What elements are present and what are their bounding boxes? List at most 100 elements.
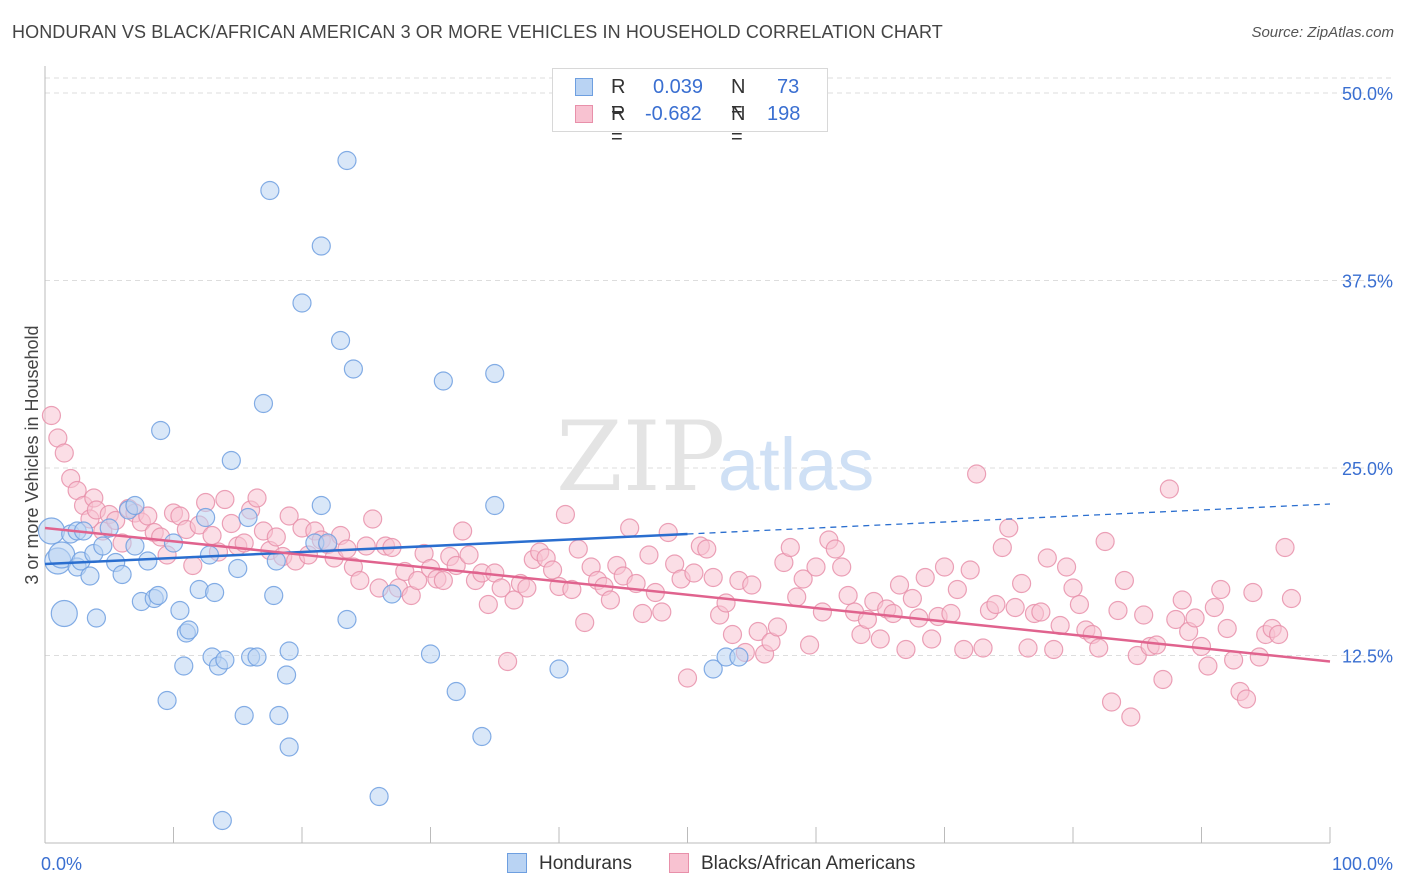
pink-point [1056, 557, 1077, 577]
pink-point [1172, 590, 1192, 610]
pink-point [138, 506, 158, 526]
blue-point [420, 644, 441, 664]
pink-point [716, 593, 736, 613]
legend-swatch-blacks [669, 853, 689, 873]
pink-point [652, 602, 672, 622]
pink-point [1037, 548, 1057, 568]
pink-point [960, 560, 980, 580]
y-tick-label: 25.0% [1342, 459, 1393, 479]
pink-point [883, 603, 903, 624]
blue-point [148, 585, 168, 606]
blue-point [337, 609, 357, 630]
pink-point [266, 527, 286, 547]
blue-point [234, 705, 254, 726]
blue-point [212, 810, 232, 831]
pink-point [1089, 638, 1109, 658]
blue-point [260, 180, 280, 201]
pink-point [1121, 707, 1141, 727]
pink-point [1243, 582, 1263, 603]
r-value-hondurans: 0.039 [653, 76, 704, 98]
pink-point [1031, 602, 1051, 622]
pink-point [1011, 573, 1032, 594]
blue-point [264, 585, 284, 606]
pink-point [658, 522, 678, 543]
blue-point [196, 507, 216, 528]
pink-point [934, 557, 955, 577]
trend-line-hondurans-extension [687, 503, 1331, 535]
blue-point [221, 450, 241, 471]
pink-point [1224, 650, 1244, 670]
blue-point [151, 420, 171, 441]
blue-point [247, 647, 267, 667]
pink-point [812, 602, 833, 622]
pink-point [806, 557, 826, 577]
blue-point [369, 786, 389, 807]
pink-point [1153, 669, 1173, 690]
blue-point [205, 582, 225, 603]
pink-point [221, 513, 241, 534]
pink-point [1217, 618, 1237, 639]
pink-point [947, 579, 967, 600]
pink-point [408, 570, 428, 591]
trend-line-hondurans [44, 532, 688, 566]
pink-point [954, 639, 974, 660]
blue-point [50, 599, 78, 628]
pink-point [941, 603, 961, 624]
blue-point [311, 236, 331, 256]
pink-point [1159, 479, 1179, 499]
blue-point [343, 359, 363, 379]
pink-point [350, 570, 370, 591]
pink-point [279, 506, 299, 526]
tick-labels: 12.5% 25.0% 37.5% 50.0% 0.0% 100.0% [41, 84, 1393, 874]
blue-point [189, 579, 209, 600]
pink-point [999, 518, 1019, 538]
blue-point [125, 536, 145, 556]
pink-point [620, 518, 640, 538]
blue-point [472, 726, 492, 747]
blue-point [253, 393, 274, 414]
blue-point [485, 495, 505, 516]
watermark-zip: ZIP [556, 401, 725, 513]
blue-point [170, 600, 190, 621]
pink-point [356, 536, 376, 556]
pink-point [1211, 579, 1231, 600]
pink-point [639, 545, 659, 565]
pink-point [1198, 656, 1218, 676]
pink-point [896, 639, 916, 660]
blue-point [382, 584, 402, 604]
blue-point [93, 536, 113, 556]
n-value-blacks: 198 [767, 103, 801, 125]
blue-point [311, 495, 331, 516]
pink-point [986, 594, 1006, 615]
axes [44, 66, 1331, 844]
blue-point [276, 665, 297, 685]
blue-point [729, 647, 749, 667]
pink-point [1204, 597, 1224, 618]
pink-point [459, 545, 479, 565]
pink-point [504, 590, 524, 610]
pink-point [1101, 692, 1122, 712]
pink-point [54, 443, 74, 463]
legend-swatch-hondurans [575, 78, 593, 96]
blue-point [337, 150, 357, 171]
legend-swatch-hondurans [507, 853, 527, 873]
pink-point [632, 603, 653, 624]
pink-point [799, 635, 820, 655]
pink-point [915, 567, 935, 588]
source-label: Source: ZipAtlas.com [1251, 24, 1394, 41]
blue-point [80, 566, 100, 586]
blue-point [446, 681, 466, 702]
pink-point [1236, 689, 1257, 709]
pink-point [767, 617, 788, 637]
pink-point [1166, 609, 1186, 630]
pink-point [517, 578, 537, 598]
pink-point [922, 629, 942, 649]
n-label: N = [731, 76, 746, 121]
stats-legend: R = 0.039 N = 73 R = -0.682 N = 198 [552, 68, 828, 148]
pink-point [433, 570, 453, 591]
pink-point [542, 560, 563, 580]
pink-point [992, 537, 1012, 558]
trend-line-blacks [44, 526, 1331, 663]
blue-point [703, 659, 723, 679]
blue-point [125, 495, 145, 516]
